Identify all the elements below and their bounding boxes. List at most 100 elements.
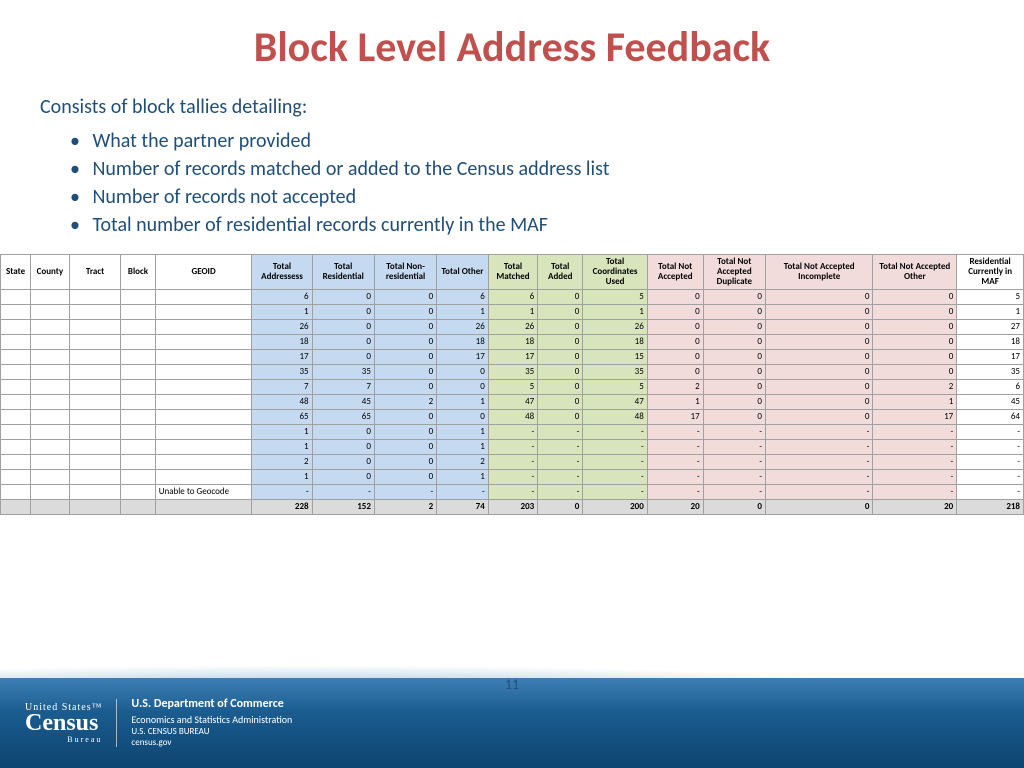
table-cell: 35: [252, 364, 312, 379]
table-cell: 0: [538, 364, 583, 379]
logo-census: Census: [25, 713, 102, 735]
table-cell: [1, 469, 31, 484]
table-cell: -: [488, 439, 537, 454]
table-cell: 0: [703, 304, 765, 319]
table-cell: 6: [437, 289, 489, 304]
totals-cell: [1, 499, 31, 514]
table-cell: 2: [873, 379, 957, 394]
table-cell: 0: [765, 334, 872, 349]
table-cell: 0: [374, 409, 436, 424]
column-header: Total Residential: [312, 255, 374, 290]
table-cell: [121, 469, 155, 484]
table-row: 600660500005: [1, 289, 1024, 304]
table-cell: 0: [374, 319, 436, 334]
table-cell: 0: [312, 334, 374, 349]
table-cell: 6: [488, 289, 537, 304]
table-cell: -: [765, 484, 872, 499]
table-cell: [155, 409, 252, 424]
table-cell: 0: [538, 289, 583, 304]
table-cell: 0: [873, 364, 957, 379]
table-cell: 35: [957, 364, 1024, 379]
table-cell: 0: [374, 439, 436, 454]
table-cell: 27: [957, 319, 1024, 334]
table-cell: [69, 394, 121, 409]
totals-cell: 152: [312, 499, 374, 514]
table-cell: 18: [488, 334, 537, 349]
table-cell: [155, 394, 252, 409]
table-cell: -: [488, 484, 537, 499]
table-cell: 0: [312, 439, 374, 454]
data-table-wrap: StateCountyTractBlockGEOIDTotal Addresse…: [0, 254, 1024, 515]
column-header: Total Non-residential: [374, 255, 436, 290]
table-cell: -: [765, 469, 872, 484]
table-cell: 0: [647, 304, 703, 319]
bullet-item: Total number of residential records curr…: [70, 211, 954, 239]
table-cell: [1, 334, 31, 349]
table-cell: [155, 454, 252, 469]
table-cell: -: [957, 439, 1024, 454]
table-cell: -: [538, 469, 583, 484]
table-cell: 5: [583, 289, 647, 304]
table-cell: 0: [873, 319, 957, 334]
totals-cell: 0: [703, 499, 765, 514]
table-cell: -: [703, 484, 765, 499]
table-cell: 26: [437, 319, 489, 334]
table-cell: 0: [765, 304, 872, 319]
table-cell: -: [703, 424, 765, 439]
table-cell: 0: [765, 349, 872, 364]
table-cell: 2: [252, 454, 312, 469]
table-cell: 0: [374, 289, 436, 304]
table-cell: [1, 289, 31, 304]
table-cell: [69, 454, 121, 469]
table-cell: 1: [583, 304, 647, 319]
bullet-item: Number of records matched or added to th…: [70, 155, 954, 183]
totals-cell: 20: [873, 499, 957, 514]
table-cell: 47: [488, 394, 537, 409]
column-header: County: [31, 255, 70, 290]
table-cell: 26: [252, 319, 312, 334]
logo-bureau: Bureau: [25, 735, 102, 744]
table-cell: -: [312, 484, 374, 499]
table-cell: -: [538, 439, 583, 454]
table-cell: [31, 364, 70, 379]
table-cell: 1: [437, 304, 489, 319]
table-cell: [69, 409, 121, 424]
table-cell: 17: [437, 349, 489, 364]
column-header: GEOID: [155, 255, 252, 290]
table-cell: -: [765, 424, 872, 439]
table-cell: -: [647, 454, 703, 469]
table-cell: 0: [538, 334, 583, 349]
table-cell: [69, 379, 121, 394]
table-cell: 0: [647, 289, 703, 304]
table-cell: -: [957, 469, 1024, 484]
table-cell: [121, 424, 155, 439]
table-cell: 0: [873, 334, 957, 349]
table-cell: -: [765, 439, 872, 454]
totals-cell: [155, 499, 252, 514]
table-cell: 0: [312, 454, 374, 469]
table-cell: 17: [957, 349, 1024, 364]
table-cell: 0: [374, 469, 436, 484]
column-header: Total Added: [538, 255, 583, 290]
table-cell: [121, 439, 155, 454]
table-cell: 0: [437, 364, 489, 379]
table-row: 17001717015000017: [1, 349, 1024, 364]
bullet-item: What the partner provided: [70, 127, 954, 155]
table-cell: 0: [703, 364, 765, 379]
table-cell: [31, 484, 70, 499]
table-cell: 0: [538, 304, 583, 319]
table-cell: [1, 364, 31, 379]
table-cell: 48: [583, 409, 647, 424]
table-cell: 65: [312, 409, 374, 424]
column-header: Total Not Accepted Duplicate: [703, 255, 765, 290]
table-cell: [1, 484, 31, 499]
table-cell: -: [583, 439, 647, 454]
table-cell: 64: [957, 409, 1024, 424]
table-cell: 65: [252, 409, 312, 424]
table-cell: [31, 409, 70, 424]
table-cell: 17: [873, 409, 957, 424]
column-header: Total Matched: [488, 255, 537, 290]
table-cell: 1: [437, 424, 489, 439]
table-row: 6565004804817001764: [1, 409, 1024, 424]
table-cell: -: [647, 469, 703, 484]
